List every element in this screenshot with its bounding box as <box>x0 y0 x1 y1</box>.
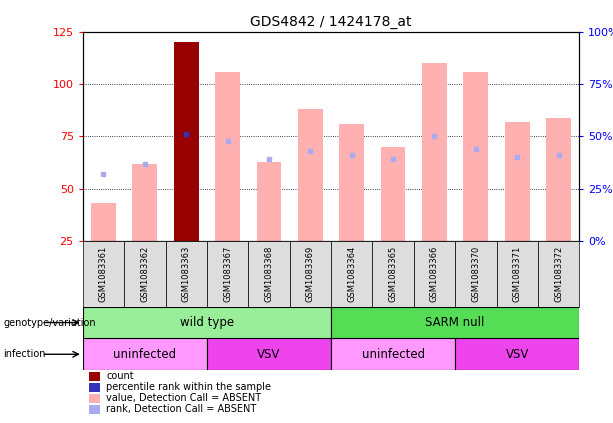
Text: GSM1083367: GSM1083367 <box>223 246 232 302</box>
Text: GSM1083368: GSM1083368 <box>264 246 273 302</box>
Text: VSV: VSV <box>257 348 281 361</box>
Text: uninfected: uninfected <box>113 348 177 361</box>
Text: GSM1083365: GSM1083365 <box>389 246 398 302</box>
Bar <box>83 338 207 370</box>
Bar <box>207 338 331 370</box>
Text: GSM1083362: GSM1083362 <box>140 246 150 302</box>
Bar <box>83 241 124 307</box>
Text: GSM1083363: GSM1083363 <box>181 246 191 302</box>
Bar <box>83 307 331 338</box>
Bar <box>455 338 579 370</box>
Text: count: count <box>106 371 134 382</box>
Text: GSM1083364: GSM1083364 <box>347 246 356 302</box>
Text: wild type: wild type <box>180 316 234 329</box>
Bar <box>331 338 455 370</box>
Bar <box>166 241 207 307</box>
Bar <box>546 118 571 241</box>
Bar <box>381 147 406 241</box>
Bar <box>455 241 497 307</box>
Bar <box>331 307 579 338</box>
Text: SARM null: SARM null <box>425 316 485 329</box>
Text: GSM1083371: GSM1083371 <box>512 246 522 302</box>
Bar <box>340 124 364 241</box>
Bar <box>463 71 489 241</box>
Bar <box>124 241 166 307</box>
Bar <box>497 241 538 307</box>
Text: genotype/variation: genotype/variation <box>3 318 96 327</box>
Bar <box>298 109 323 241</box>
Bar <box>414 241 455 307</box>
Text: GSM1083361: GSM1083361 <box>99 246 108 302</box>
Bar <box>215 71 240 241</box>
Bar <box>289 241 331 307</box>
Text: GSM1083366: GSM1083366 <box>430 246 439 302</box>
Title: GDS4842 / 1424178_at: GDS4842 / 1424178_at <box>250 15 412 29</box>
Text: GSM1083369: GSM1083369 <box>306 246 315 302</box>
Bar <box>505 122 530 241</box>
Bar <box>132 164 158 241</box>
Text: GSM1083372: GSM1083372 <box>554 246 563 302</box>
Bar <box>248 241 289 307</box>
Text: value, Detection Call = ABSENT: value, Detection Call = ABSENT <box>106 393 261 404</box>
Text: rank, Detection Call = ABSENT: rank, Detection Call = ABSENT <box>106 404 256 415</box>
Bar <box>538 241 579 307</box>
Bar <box>257 162 281 241</box>
Text: uninfected: uninfected <box>362 348 425 361</box>
Bar <box>373 241 414 307</box>
Text: VSV: VSV <box>506 348 529 361</box>
Bar <box>331 241 373 307</box>
Bar <box>422 63 447 241</box>
Text: GSM1083370: GSM1083370 <box>471 246 481 302</box>
Text: percentile rank within the sample: percentile rank within the sample <box>106 382 271 393</box>
Bar <box>174 42 199 241</box>
Text: infection: infection <box>3 349 45 359</box>
Bar <box>207 241 248 307</box>
Bar <box>91 203 116 241</box>
